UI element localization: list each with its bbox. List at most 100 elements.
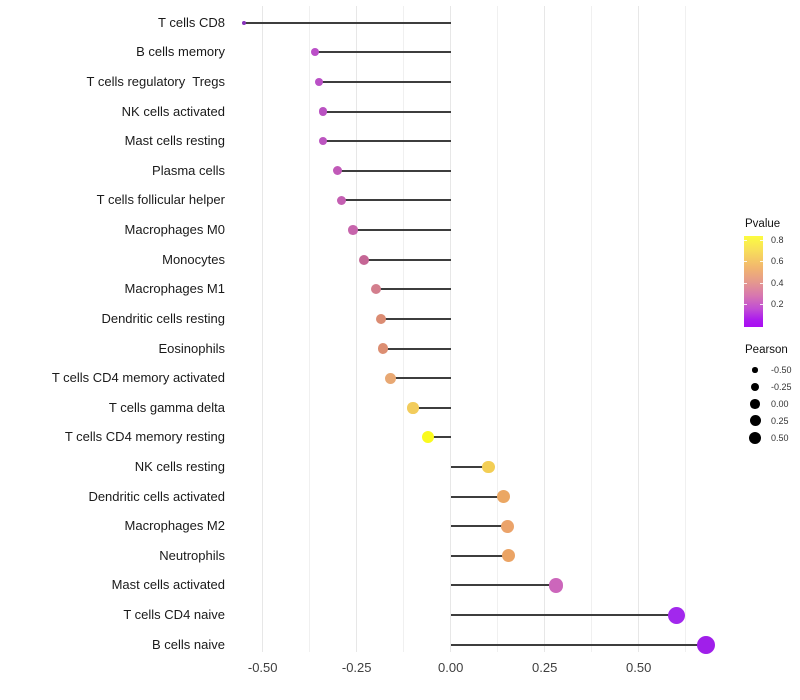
- y-axis-category-label: Plasma cells: [152, 162, 225, 178]
- y-axis-category-label: T cells gamma delta: [108, 399, 225, 415]
- lollipop-point: [337, 195, 347, 205]
- lollipop-point: [667, 606, 685, 624]
- y-axis-category-label: Macrophages M1: [124, 281, 225, 297]
- minor-gridline: [309, 6, 311, 652]
- pvalue-colorbar-tick-mark: [744, 282, 747, 284]
- lollipop-segment: [364, 258, 451, 261]
- pearson-legend-dot: [750, 399, 760, 409]
- y-axis-category-label: T cells CD8: [158, 14, 225, 30]
- lollipop-segment: [375, 288, 451, 291]
- lollipop-point: [241, 20, 246, 25]
- major-gridline: [262, 6, 264, 652]
- pearson-legend-label: -0.50: [771, 365, 792, 375]
- lollipop-segment: [315, 51, 451, 54]
- lollipop-segment: [450, 614, 677, 617]
- pearson-legend-label: 0.50: [771, 432, 789, 443]
- pvalue-colorbar-tick-mark: [744, 240, 747, 242]
- lollipop-segment: [450, 643, 707, 646]
- lollipop-segment: [390, 377, 451, 380]
- lollipop-segment: [322, 110, 451, 113]
- x-axis-tick-label: 0.50: [626, 660, 652, 675]
- legend-pearson: Pearson -0.50 -0.25 0.00 0.25 0.50: [744, 344, 800, 472]
- pearson-legend-label: -0.25: [771, 381, 792, 392]
- lollipop-point: [359, 254, 370, 265]
- y-axis-category-label: Dendritic cells activated: [88, 488, 225, 504]
- minor-gridline: [685, 6, 687, 652]
- minor-gridline: [591, 6, 593, 652]
- lollipop-point: [548, 578, 564, 593]
- pvalue-colorbar: 0.8 0.6 0.4 0.2: [744, 235, 784, 327]
- lollipop-segment: [381, 317, 451, 320]
- lollipop-segment: [243, 21, 451, 24]
- minor-gridline: [403, 6, 405, 652]
- y-axis-category-label: T cells CD4 memory resting: [64, 429, 225, 445]
- pvalue-colorbar-tick-label: 0.2: [771, 299, 784, 310]
- major-gridline: [638, 6, 640, 652]
- lollipop-point: [501, 549, 515, 563]
- lollipop-segment: [352, 229, 451, 232]
- minor-gridline: [497, 6, 499, 652]
- pvalue-colorbar-tick-label: 0.4: [771, 277, 784, 288]
- x-axis-tick-label: 0.00: [438, 660, 464, 675]
- pearson-size-entries: -0.50 -0.25 0.00 0.25 0.50: [744, 362, 800, 472]
- lollipop-segment: [450, 584, 556, 587]
- lollipop-segment: [450, 495, 504, 498]
- y-axis-category-label: NK cells activated: [121, 103, 225, 119]
- lollipop-point: [407, 402, 419, 414]
- pvalue-colorbar-tick-label: 0.8: [771, 235, 784, 246]
- y-axis-category-label: Monocytes: [162, 251, 225, 267]
- lollipop-segment: [428, 436, 451, 439]
- y-axis-category-label: Macrophages M0: [124, 222, 225, 238]
- y-axis-category-label: Neutrophils: [159, 547, 225, 563]
- pvalue-colorbar-tick-mark: [760, 304, 763, 306]
- legend-pearson-title: Pearson: [745, 344, 788, 356]
- y-axis-category-label: T cells CD4 naive: [123, 607, 225, 623]
- x-axis-tick-label: 0.25: [532, 660, 558, 675]
- y-axis-category-label: B cells naive: [152, 636, 225, 652]
- x-axis-tick-label: -0.50: [247, 660, 278, 675]
- pvalue-colorbar-tick-mark: [760, 261, 763, 263]
- lollipop-point: [315, 77, 324, 86]
- lollipop-segment: [450, 525, 508, 528]
- lollipop-point: [318, 107, 328, 116]
- y-axis-category-label: Mast cells resting: [124, 133, 225, 149]
- lollipop-point: [311, 48, 320, 57]
- lollipop-segment: [450, 466, 489, 468]
- pearson-legend-label: 0.00: [771, 398, 789, 409]
- pvalue-colorbar-tick-mark: [744, 261, 747, 263]
- lollipop-point: [370, 284, 381, 295]
- lollipop-segment: [341, 199, 451, 202]
- y-axis-category-label: Mast cells activated: [111, 577, 225, 593]
- pvalue-gradient-bar: [744, 236, 763, 327]
- y-axis-category-label: B cells memory: [136, 44, 225, 60]
- lollipop-point: [333, 166, 343, 176]
- lollipop-segment: [337, 169, 451, 172]
- legend-pvalue: Pvalue 0.8 0.6 0.4 0.2: [744, 218, 784, 327]
- y-axis-category-label: Eosinophils: [158, 340, 226, 356]
- x-axis-tick-label: -0.25: [341, 660, 372, 675]
- lollipop-segment: [413, 406, 451, 409]
- pearson-legend-dot: [751, 382, 759, 391]
- y-axis-category-label: T cells CD4 memory activated: [51, 370, 225, 386]
- lollipop-segment: [383, 347, 451, 350]
- pearson-legend-dot: [752, 367, 758, 373]
- lollipop-point: [318, 136, 328, 146]
- lollipop-point: [375, 313, 387, 325]
- lollipop-segment: [322, 140, 451, 143]
- pvalue-colorbar-tick-label: 0.6: [771, 256, 784, 267]
- y-axis-category-label: NK cells resting: [134, 459, 225, 474]
- lollipop-point: [496, 490, 510, 504]
- lollipop-point: [697, 635, 716, 654]
- y-axis-category-label: T cells regulatory Tregs: [86, 73, 225, 89]
- y-axis-category-label: T cells follicular helper: [96, 192, 225, 208]
- lollipop-point: [385, 372, 397, 384]
- pearson-legend-dot: [749, 415, 761, 427]
- lollipop-point: [377, 343, 389, 354]
- major-gridline: [356, 6, 358, 652]
- lollipop-point: [482, 460, 495, 474]
- pvalue-colorbar-tick-mark: [760, 240, 763, 242]
- pvalue-colorbar-tick-mark: [760, 282, 763, 284]
- pearson-legend-label: 0.25: [771, 415, 789, 426]
- lollipop-segment: [319, 80, 451, 83]
